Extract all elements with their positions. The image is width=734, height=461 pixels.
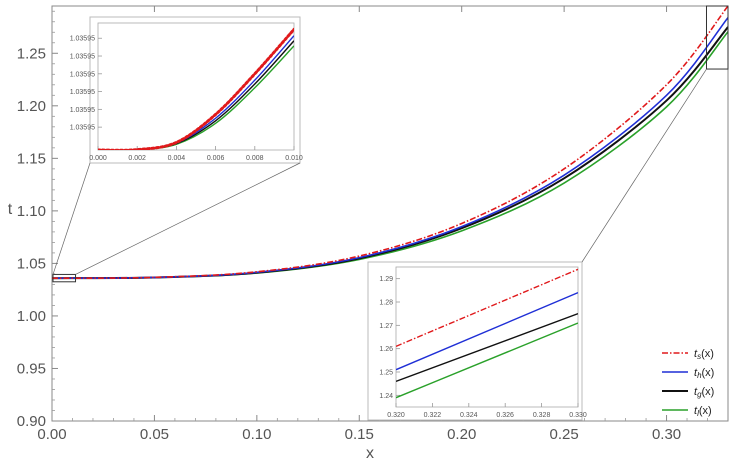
inset-y-tick-label: 1.28 [379,300,393,307]
inset-y-tick-label: 1.29 [379,276,393,283]
x-tick-label: 0.25 [550,426,579,443]
inset-x-tick-label: 0.002 [128,155,146,162]
inset-y-tick-label: 1.03595 [70,71,95,78]
legend-label-main: t [694,405,698,417]
y-tick-label: 1.25 [17,45,46,62]
inset-series-line [396,322,578,399]
inset-y-tick-label: 1.03595 [70,107,95,114]
y-tick-label: 1.20 [17,98,46,115]
legend-label-main: t [694,386,698,398]
y-tick-label: 1.05 [17,255,46,272]
series-line-h [52,17,728,280]
inset-connector-right [581,68,707,263]
inset-frame [395,266,579,408]
x-tick-label: 0.05 [140,426,169,443]
legend-label-arg: (x) [701,348,714,360]
zoom-box-left [52,273,77,283]
inset-background [367,261,583,421]
inset-y-tick-label: 1.03595 [70,54,95,61]
inset-series-group [396,268,578,399]
inset-series-line [396,292,578,371]
legend-label-arg: (x) [699,405,712,417]
legend-label-l: tl(x) [694,405,712,418]
series-group [52,6,728,280]
inset-series-line [396,268,578,347]
y-tick-label: 1.15 [17,150,46,167]
inset-frame [97,22,295,151]
inset-x-tick-label: 0.008 [246,155,264,162]
inset-x-tick-label: 0.322 [424,412,442,419]
legend-label-s: ts(x) [694,348,714,361]
x-axis-title: x [366,445,374,461]
inset-series-group [98,27,294,150]
legend-label-h: th(x) [694,367,714,380]
legend-label-arg: (x) [702,386,715,398]
inset-series-line [98,27,294,150]
x-tick-label: 0.10 [242,426,271,443]
inset-series-line [396,313,578,382]
legend-label-main: t [694,348,698,360]
inset-x-tick-label: 0.328 [533,412,551,419]
inset-x-tick-label: 0.326 [496,412,514,419]
inset-x-tick-label: 0.320 [387,412,405,419]
x-tick-label: 0.20 [447,426,476,443]
inset-x-tick-label: 0.010 [285,155,303,162]
legend-label-sub: s [697,352,701,361]
inset-x-tick-label: 0.004 [168,155,186,162]
x-tick-label: 0.15 [345,426,374,443]
legend-label-sub: l [697,409,699,418]
inset-x-tick-label: 0.006 [207,155,225,162]
legend-label-main: t [694,367,698,379]
inset-x-tick-label: 0.330 [569,412,587,419]
inset-top-left: 0.000 0.002 0.004 0.006 0.008 0.010 1.03595 1.0… [70,16,303,164]
y-tick-label: 0.95 [17,360,46,377]
inset-bottom-center: 0.320 0.322 0.324 0.326 0.328 0.330 1.24 1.25 1.… [367,261,587,421]
legend: ts(x)th(x)tg(x)tl(x) [662,348,714,418]
inset-y-tick-label: 1.03595 [70,89,95,96]
legend-label-g: tg(x) [694,386,714,399]
inset-y-tick-label: 1.27 [379,323,393,330]
legend-label-sub: h [697,371,702,380]
inset-y-tick-label: 1.25 [379,370,393,377]
inset-connector-left-2 [75,162,301,275]
legend-label-arg: (x) [702,367,715,379]
y-tick-label: 0.90 [17,413,46,430]
inset-x-tick-label: 0.000 [89,155,107,162]
inset-connector-left [52,162,91,275]
legend-label-sub: g [697,390,702,399]
y-tick-label: 1.10 [17,203,46,220]
zoom-box-right [705,5,729,70]
x-tick-label: 0.30 [652,426,681,443]
inset-x-tick-label: 0.324 [460,412,478,419]
x-tick-label: 0.00 [37,426,66,443]
y-tick-label: 1.00 [17,308,46,325]
inset-y-tick-label: 1.03595 [70,125,95,132]
inset-y-tick-label: 1.24 [379,393,393,400]
inset-y-tick-label: 1.26 [379,346,393,353]
inset-background [89,16,301,164]
inset-y-tick-label: 1.03595 [70,36,95,43]
y-axis-title: t [8,201,13,218]
